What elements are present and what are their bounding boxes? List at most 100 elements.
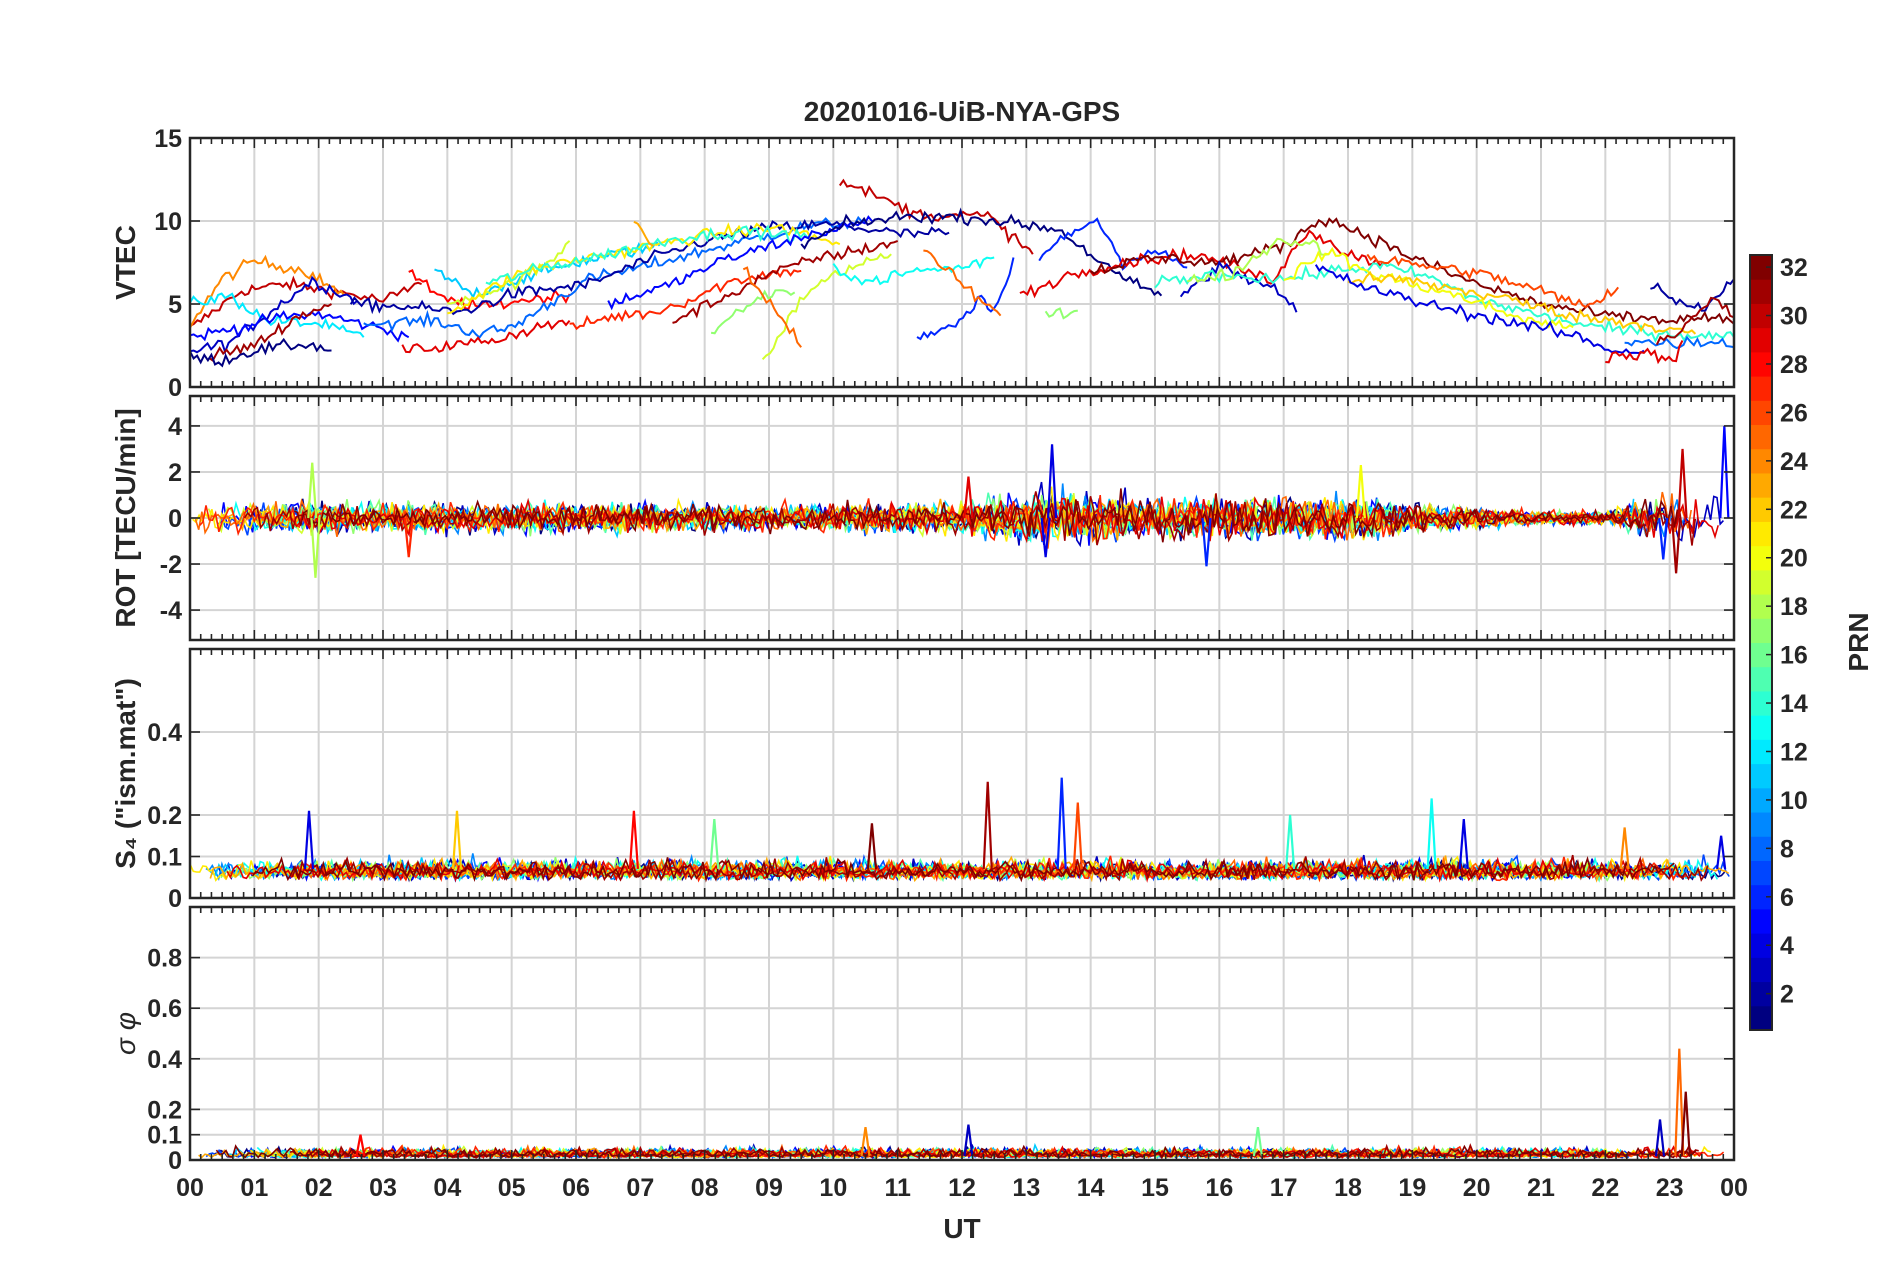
vtec-series-prn-31	[672, 239, 899, 324]
x-tick-label: 23	[1656, 1174, 1684, 1202]
sigma_phi-spike	[1674, 1048, 1685, 1157]
s4-panel: 0 0.1 0.2 0.4S₄ ("ism.mat")	[110, 647, 1736, 913]
sigma_phi-series-prn-32	[215, 1144, 1697, 1159]
s4-spike	[1072, 802, 1083, 870]
colorbar-segment	[1750, 642, 1772, 668]
vtec-series-prn-22	[1347, 270, 1697, 335]
x-tick-label: 17	[1270, 1174, 1298, 1202]
rot-series-group	[192, 425, 1730, 578]
x-tick-label: 22	[1591, 1174, 1619, 1202]
rot-series-prn-32	[293, 488, 1679, 543]
colorbar-tick-label: 26	[1780, 399, 1808, 427]
colorbar-segment	[1750, 787, 1772, 813]
s4-spike	[1426, 798, 1437, 870]
rot-y-tick-label: 2	[168, 459, 182, 487]
vtec-series-prn-31	[208, 303, 332, 362]
colorbar-tick-label: 22	[1780, 496, 1808, 524]
sigma_phi-spike	[355, 1134, 366, 1157]
chart-title: 20201016-UiB-NYA-GPS	[804, 96, 1120, 127]
s4-spike	[1056, 777, 1067, 869]
colorbar-tick-label: 16	[1780, 642, 1808, 670]
x-tick-label: 20	[1463, 1174, 1491, 1202]
rot-y-tick-label: 4	[168, 413, 182, 441]
colorbar-segment	[1750, 618, 1772, 643]
vtec-series-prn-2	[1650, 278, 1734, 312]
rot-spike	[307, 462, 318, 519]
colorbar-tick-label: 18	[1780, 593, 1808, 621]
sigma_phi-spike	[1252, 1126, 1264, 1157]
s4-axes-frame	[188, 647, 1736, 900]
rot-spike	[1046, 444, 1058, 519]
sigma_phi-y-tick-label: 0.6	[147, 995, 182, 1023]
sigma_phi-spike	[963, 1124, 974, 1157]
vtec-y-tick-label: 5	[168, 291, 182, 319]
vtec-series-prn-3	[190, 275, 358, 355]
colorbar-segment	[1750, 763, 1772, 789]
vtec-series-prn-1	[190, 337, 332, 368]
vtec-series-prn-6	[916, 257, 1015, 341]
colorbar-segment	[1750, 957, 1772, 983]
vtec-axes-frame	[188, 136, 1736, 389]
colorbar-tick-label: 30	[1780, 303, 1808, 331]
sigma_phi-y-tick-label: 0.4	[147, 1046, 182, 1074]
x-axis: 00 01 02 03 04 05 06 07 08 09 10 11 12 13 14 15 16 17 18 19…	[176, 1174, 1748, 1202]
s4-spike	[709, 819, 720, 870]
x-tick-label: 10	[819, 1174, 847, 1202]
rot-panel: -4 -2 0 2 4 ROT [TECU/min]	[110, 394, 1736, 642]
colorbar-segment	[1750, 448, 1772, 474]
sigma_phi-axes-frame	[188, 905, 1736, 1162]
x-tick-label: 00	[1720, 1174, 1748, 1202]
x-tick-label: 16	[1205, 1174, 1233, 1202]
sigma_phi-spike	[1680, 1091, 1691, 1157]
vtec-series-prn-25	[742, 266, 802, 348]
rot-spike	[403, 517, 414, 558]
colorbar-tick-label: 32	[1780, 254, 1808, 282]
vtec-series-prn-12	[190, 292, 365, 338]
x-tick-label: 13	[1012, 1174, 1040, 1202]
colorbar-segment	[1750, 400, 1772, 426]
colorbar-segment	[1750, 594, 1772, 619]
colorbar-segment	[1750, 303, 1772, 329]
vtec-series-prn-5	[607, 215, 873, 311]
s4-series-prn-31	[291, 854, 1709, 883]
colorbar-segment	[1750, 521, 1772, 547]
s4-spike	[982, 781, 993, 870]
vtec-series-prn-29	[1605, 340, 1684, 365]
vtec-series-prn-14	[485, 224, 809, 286]
colorbar-segment	[1750, 836, 1772, 861]
vtec-series-prn-30	[838, 178, 1034, 255]
colorbar-segment	[1750, 424, 1772, 450]
colorbar-tick-label: 14	[1780, 690, 1808, 718]
s4-y-tick-label: 0.2	[147, 802, 182, 830]
x-tick-label: 14	[1077, 1174, 1105, 1202]
rot-axes-frame	[188, 394, 1736, 642]
colorbar-segment	[1750, 569, 1772, 595]
vtec-series-prn-11	[434, 240, 661, 300]
vtec-series-prn-23	[633, 220, 654, 247]
vtec-series-prn-29	[1019, 229, 1387, 299]
vtec-panel: 0 5 10 15 VTEC	[110, 125, 1736, 402]
rot-spike	[963, 476, 974, 519]
colorbar-segment	[1750, 327, 1772, 353]
colorbar-segment	[1750, 884, 1772, 910]
x-axis-label: UT	[943, 1213, 980, 1244]
vtec-series-prn-26	[1366, 253, 1619, 309]
rot-spike	[1355, 464, 1366, 519]
colorbar-segment	[1750, 472, 1772, 498]
sigma_phi-y-tick-label: 0.8	[147, 945, 182, 973]
vtec-series-prn-32	[1090, 217, 1734, 326]
colorbar-tick-label: 12	[1780, 738, 1808, 766]
sigma-phi-panel: 00.10.2 0.4 0.6 0.8 σ φ	[110, 905, 1736, 1175]
rot-spike	[1040, 517, 1051, 558]
s4-spike	[303, 810, 315, 870]
colorbar-segment	[1750, 908, 1772, 934]
colorbar-segment	[1750, 279, 1772, 304]
rot-y-tick-label: -2	[160, 551, 182, 579]
s4-y-tick-label: 0	[168, 885, 182, 913]
rot-spike	[1201, 517, 1212, 567]
colorbar-segment	[1750, 666, 1772, 692]
rot-y-tick-label: 0	[168, 505, 182, 533]
x-tick-label: 21	[1527, 1174, 1555, 1202]
vtec-series-prn-4	[1314, 264, 1645, 355]
